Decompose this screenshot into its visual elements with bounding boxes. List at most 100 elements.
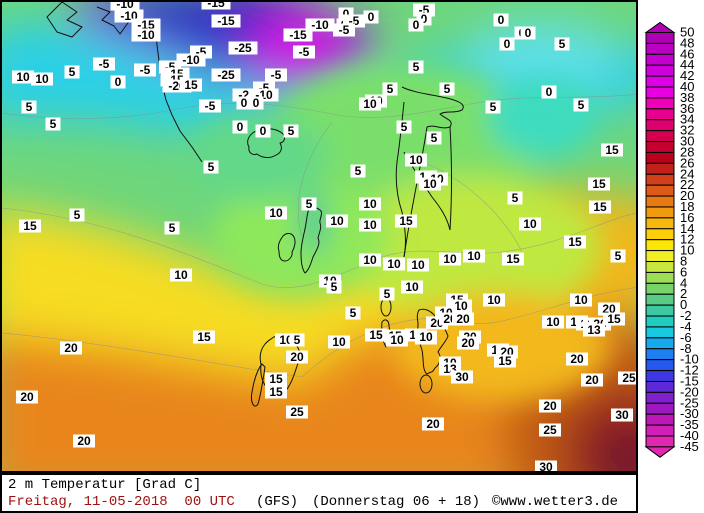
svg-text:-5: -5: [140, 63, 151, 77]
svg-text:10: 10: [16, 70, 30, 84]
svg-text:-15: -15: [217, 14, 235, 28]
svg-text:0: 0: [413, 18, 420, 32]
svg-text:10: 10: [419, 330, 433, 344]
svg-text:0: 0: [253, 96, 260, 110]
svg-text:5: 5: [490, 100, 497, 114]
svg-text:10: 10: [363, 197, 377, 211]
svg-text:5: 5: [350, 306, 357, 320]
svg-text:5: 5: [294, 333, 301, 347]
svg-text:0: 0: [260, 124, 267, 138]
svg-text:0: 0: [504, 37, 511, 51]
svg-text:5: 5: [26, 100, 33, 114]
svg-text:-25: -25: [234, 41, 252, 55]
svg-text:5: 5: [288, 124, 295, 138]
svg-text:10: 10: [35, 72, 49, 86]
svg-text:10: 10: [546, 315, 560, 329]
svg-text:10: 10: [174, 268, 188, 282]
svg-text:5: 5: [331, 280, 338, 294]
svg-text:15: 15: [184, 78, 198, 92]
svg-text:10: 10: [405, 280, 419, 294]
svg-text:15: 15: [592, 177, 606, 191]
svg-text:-15: -15: [289, 28, 307, 42]
svg-text:30: 30: [455, 370, 469, 384]
svg-text:5: 5: [615, 249, 622, 263]
svg-text:20: 20: [64, 341, 78, 355]
svg-text:5: 5: [50, 117, 57, 131]
svg-text:5: 5: [384, 287, 391, 301]
svg-text:20: 20: [20, 390, 34, 404]
svg-text:15: 15: [197, 330, 211, 344]
svg-text:10: 10: [467, 249, 481, 263]
svg-text:15: 15: [568, 235, 582, 249]
svg-text:25: 25: [543, 423, 557, 437]
svg-text:15: 15: [23, 219, 37, 233]
svg-text:-5: -5: [205, 99, 216, 113]
svg-text:15: 15: [593, 200, 607, 214]
svg-text:0: 0: [525, 26, 532, 40]
svg-text:15: 15: [506, 252, 520, 266]
svg-text:10: 10: [423, 177, 437, 191]
svg-text:5: 5: [559, 37, 566, 51]
svg-text:20: 20: [585, 373, 599, 387]
svg-text:10: 10: [409, 153, 423, 167]
svg-text:5: 5: [512, 191, 519, 205]
svg-text:10: 10: [363, 253, 377, 267]
svg-text:20: 20: [461, 336, 475, 350]
svg-text:5: 5: [74, 208, 81, 222]
svg-text:30: 30: [539, 460, 553, 473]
svg-text:15: 15: [605, 143, 619, 157]
svg-text:5: 5: [69, 65, 76, 79]
svg-text:5: 5: [401, 120, 408, 134]
svg-text:0: 0: [237, 120, 244, 134]
svg-text:30: 30: [615, 408, 629, 422]
svg-text:20: 20: [77, 434, 91, 448]
svg-text:10: 10: [523, 217, 537, 231]
svg-text:5: 5: [444, 82, 451, 96]
svg-text:5: 5: [306, 197, 313, 211]
svg-text:-45: -45: [680, 439, 699, 454]
svg-text:10: 10: [390, 333, 404, 347]
svg-text:5: 5: [387, 82, 394, 96]
svg-text:25: 25: [290, 405, 304, 419]
svg-text:25: 25: [622, 371, 636, 385]
svg-text:20: 20: [290, 350, 304, 364]
svg-text:5: 5: [355, 164, 362, 178]
svg-text:0: 0: [115, 75, 122, 89]
svg-text:10: 10: [269, 206, 283, 220]
svg-text:10: 10: [574, 293, 588, 307]
svg-text:5: 5: [413, 60, 420, 74]
svg-text:-10: -10: [311, 18, 329, 32]
svg-text:10: 10: [387, 257, 401, 271]
svg-text:0: 0: [368, 10, 375, 24]
svg-text:-5: -5: [99, 57, 110, 71]
svg-text:0: 0: [498, 13, 505, 27]
svg-text:10: 10: [330, 214, 344, 228]
svg-text:20: 20: [543, 399, 557, 413]
svg-text:10: 10: [443, 252, 457, 266]
svg-text:15: 15: [399, 214, 413, 228]
svg-text:10: 10: [363, 218, 377, 232]
svg-text:10: 10: [487, 293, 501, 307]
svg-text:20: 20: [456, 312, 470, 326]
svg-text:10: 10: [363, 97, 377, 111]
svg-text:5: 5: [431, 131, 438, 145]
svg-text:15: 15: [269, 372, 283, 386]
svg-text:5: 5: [208, 160, 215, 174]
svg-text:-5: -5: [271, 68, 282, 82]
svg-text:-5: -5: [339, 23, 350, 37]
svg-text:-10: -10: [137, 28, 155, 42]
svg-text:15: 15: [369, 328, 383, 342]
svg-text:10: 10: [411, 258, 425, 272]
svg-text:15: 15: [607, 312, 621, 326]
svg-text:10: 10: [332, 335, 346, 349]
svg-text:-10: -10: [182, 53, 200, 67]
svg-text:0: 0: [241, 96, 248, 110]
svg-text:20: 20: [570, 352, 584, 366]
svg-text:15: 15: [269, 385, 283, 399]
svg-text:5: 5: [578, 98, 585, 112]
svg-text:15: 15: [498, 354, 512, 368]
svg-text:13: 13: [587, 323, 601, 337]
svg-text:-15: -15: [207, 2, 225, 10]
svg-text:0: 0: [546, 85, 553, 99]
svg-text:-5: -5: [299, 45, 310, 59]
